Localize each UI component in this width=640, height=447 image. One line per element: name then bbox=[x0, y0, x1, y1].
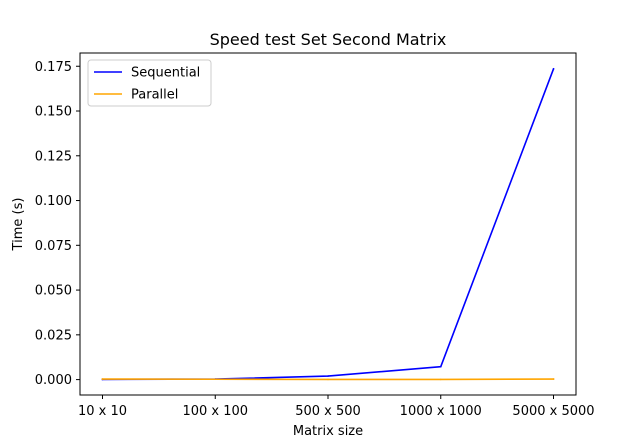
x-tick-label: 100 x 100 bbox=[182, 404, 248, 419]
chart-title: Speed test Set Second Matrix bbox=[210, 30, 447, 49]
x-tick-label: 5000 x 5000 bbox=[512, 404, 594, 419]
legend-label-sequential: Sequential bbox=[131, 66, 200, 81]
y-tick-label: 0.100 bbox=[35, 194, 72, 209]
y-axis-label: Time (s) bbox=[11, 198, 26, 252]
y-tick-label: 0.050 bbox=[35, 284, 72, 299]
y-axis: 0.000 0.025 0.050 0.075 0.100 0.125 0.150 0.175 bbox=[35, 60, 80, 388]
x-axis-label: Matrix size bbox=[293, 424, 363, 439]
legend: Sequential Parallel bbox=[88, 60, 211, 106]
data-point-sequential-2 bbox=[327, 375, 329, 377]
data-point-sequential-4 bbox=[553, 68, 555, 70]
data-point-parallel-3 bbox=[440, 379, 442, 381]
y-tick-label: 0.075 bbox=[35, 239, 72, 254]
y-tick-label: 0.000 bbox=[35, 373, 72, 388]
x-tick-label: 500 x 500 bbox=[295, 404, 361, 419]
x-tick-label: 1000 x 1000 bbox=[400, 404, 482, 419]
data-point-parallel-4 bbox=[553, 378, 555, 380]
data-point-sequential-3 bbox=[440, 366, 442, 368]
data-point-parallel-2 bbox=[327, 379, 329, 381]
y-tick-label: 0.125 bbox=[35, 149, 72, 164]
data-point-parallel-1 bbox=[214, 378, 216, 380]
data-point-parallel-0 bbox=[102, 378, 104, 380]
x-tick-label: 10 x 10 bbox=[78, 404, 127, 419]
y-tick-label: 0.150 bbox=[35, 105, 72, 120]
series-line-sequential bbox=[103, 69, 554, 379]
y-tick-label: 0.175 bbox=[35, 60, 72, 75]
legend-label-parallel: Parallel bbox=[131, 88, 178, 103]
x-axis: 10 x 10 100 x 100 500 x 500 1000 x 1000 5000… bbox=[78, 395, 595, 419]
y-tick-label: 0.025 bbox=[35, 328, 72, 343]
plot-area bbox=[102, 68, 555, 380]
